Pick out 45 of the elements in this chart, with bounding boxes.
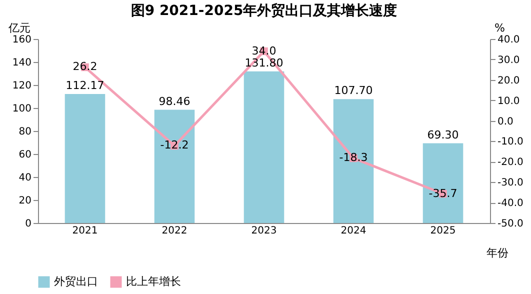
- y-tick-label: 160: [12, 34, 32, 46]
- y2-tick-label: 30.0: [498, 54, 520, 66]
- bar: [422, 143, 464, 223]
- chart-title: 图9 2021-2025年外贸出口及其增长速度: [130, 2, 398, 19]
- y-tick-label: 120: [12, 80, 32, 92]
- legend-label: 外贸出口: [54, 275, 98, 288]
- bar: [244, 71, 284, 223]
- y2-tick-label: 40.0: [498, 34, 520, 46]
- y-tick-label: 0: [25, 218, 32, 230]
- bar: [64, 94, 106, 223]
- x-tick-label: 2021: [72, 226, 98, 236]
- x-tick-label: 2022: [162, 226, 188, 236]
- x-tick-label: 2025: [430, 226, 456, 236]
- y2-tick-label: 0.0: [498, 116, 514, 128]
- y2-axis-title: %: [494, 22, 505, 34]
- data-label: 98.46: [158, 94, 190, 108]
- data-label: -35.7: [428, 186, 458, 200]
- data-label: 131.80: [244, 56, 284, 70]
- y2-tick-label: -20.0: [498, 157, 524, 168]
- y2-tick-label: -30.0: [498, 178, 524, 189]
- data-label: 26.2: [72, 60, 98, 74]
- y2-tick-label: -40.0: [498, 198, 524, 210]
- x-tick-label: 2024: [340, 226, 366, 236]
- y2-tick-label: 10.0: [498, 96, 520, 107]
- y-tick-label: 140: [12, 58, 32, 68]
- bar: [333, 99, 374, 223]
- y-tick-label: 40: [18, 172, 32, 184]
- y2-tick-label: -50.0: [498, 218, 524, 230]
- y-tick-label: 20: [18, 196, 32, 206]
- y-axis-title: 亿元: [8, 22, 30, 34]
- x-tick-label: 2023: [251, 226, 277, 236]
- x-axis-title: 年份: [486, 246, 508, 260]
- data-label: -18.3: [339, 151, 368, 164]
- bar: [154, 110, 195, 223]
- legend-label: 比上年增长: [126, 275, 181, 288]
- y-tick-label: 60: [18, 150, 32, 160]
- data-label: 112.17: [66, 79, 104, 92]
- data-label: -12.2: [160, 138, 189, 152]
- y-tick-label: 100: [12, 104, 32, 114]
- y2-tick-label: 20.0: [498, 75, 520, 86]
- y2-tick-label: -10.0: [498, 136, 524, 148]
- data-label: 107.70: [334, 84, 373, 98]
- y-tick-label: 80: [18, 126, 32, 138]
- data-label: 34.0: [252, 44, 276, 58]
- data-label: 69.30: [427, 128, 459, 142]
